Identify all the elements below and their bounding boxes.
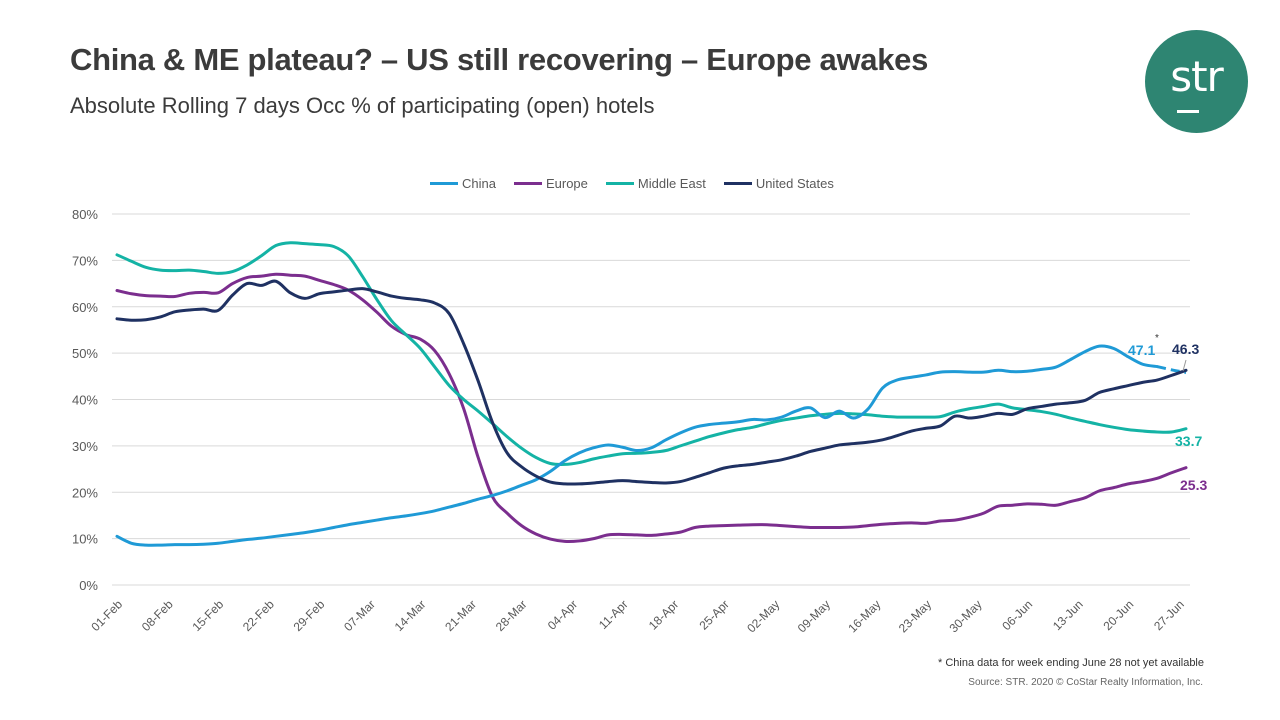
legend-swatch	[605, 182, 634, 185]
x-tick-label: 29-Feb	[291, 597, 328, 634]
footnote-asterisk: *	[1155, 333, 1159, 344]
chart-subtitle: Absolute Rolling 7 days Occ % of partici…	[70, 93, 655, 118]
x-tick-label: 09-May	[795, 597, 833, 635]
logo-text: str	[1170, 52, 1224, 101]
end-label-leader-line	[1182, 359, 1187, 372]
legend-label: Middle East	[637, 176, 706, 191]
series-line-china	[115, 344, 1159, 547]
x-tick-label: 14-Mar	[392, 597, 429, 634]
x-tick-label: 20-Jun	[1100, 597, 1136, 633]
y-tick-label: 60%	[72, 300, 98, 315]
x-tick-label: 04-Apr	[545, 597, 580, 632]
x-tick-label: 27-Jun	[1151, 597, 1187, 633]
footnote: * China data for week ending June 28 not…	[937, 657, 1204, 669]
legend-swatch	[723, 182, 752, 185]
x-tick-label: 08-Feb	[139, 597, 176, 634]
end-label-china: 47.1	[1128, 342, 1155, 358]
y-tick-label: 40%	[72, 393, 98, 408]
end-label-united-states: 46.3	[1172, 341, 1199, 357]
series-line-china-estimate	[1156, 365, 1187, 375]
legend-swatch	[513, 182, 542, 185]
y-tick-label: 80%	[72, 207, 98, 222]
x-tick-label: 01-Feb	[88, 597, 125, 634]
x-tick-label: 16-May	[845, 597, 883, 635]
str-logo: str	[1145, 30, 1248, 133]
y-tick-label: 0%	[79, 578, 98, 593]
x-tick-label: 18-Apr	[646, 597, 681, 632]
legend: China Europe Middle East United States	[430, 176, 834, 191]
series-line-middle-east	[115, 241, 1188, 467]
x-tick-label: 02-May	[744, 597, 782, 635]
legend-item-united-states: United States	[723, 176, 834, 191]
x-tick-label: 13-Jun	[1050, 597, 1086, 633]
legend-item-middle-east: Middle East	[605, 176, 706, 191]
x-tick-label: 07-Mar	[341, 597, 378, 634]
x-tick-label: 23-May	[896, 597, 934, 635]
legend-swatch	[430, 182, 458, 185]
y-tick-label: 20%	[72, 485, 98, 500]
y-tick-label: 70%	[72, 253, 98, 268]
x-tick-label: 11-Apr	[596, 597, 631, 632]
x-tick-label: 15-Feb	[189, 597, 226, 634]
y-tick-label: 10%	[72, 532, 98, 547]
x-tick-label: 06-Jun	[999, 597, 1035, 633]
x-tick-label: 22-Feb	[240, 597, 277, 634]
source-note: Source: STR. 2020 © CoStar Realty Inform…	[968, 677, 1203, 688]
legend-label: Europe	[545, 176, 588, 191]
chart-title: China & ME plateau? – US still recoverin…	[70, 42, 929, 77]
legend-label: China	[462, 176, 496, 191]
series-line-europe	[115, 272, 1188, 544]
end-label-europe: 25.3	[1180, 477, 1207, 493]
series-line-united-states	[115, 279, 1188, 486]
logo-underline	[1177, 110, 1199, 113]
legend-item-europe: Europe	[513, 176, 588, 191]
end-label-middle-east: 33.7	[1175, 433, 1202, 449]
legend-label: United States	[755, 176, 834, 191]
x-tick-label: 30-May	[946, 597, 984, 635]
y-tick-label: 50%	[72, 346, 98, 361]
legend-item-china: China	[430, 176, 496, 191]
x-tick-label: 25-Apr	[696, 597, 731, 632]
y-tick-label: 30%	[72, 439, 98, 454]
x-tick-label: 28-Mar	[493, 597, 530, 634]
x-tick-label: 21-Mar	[442, 597, 479, 634]
